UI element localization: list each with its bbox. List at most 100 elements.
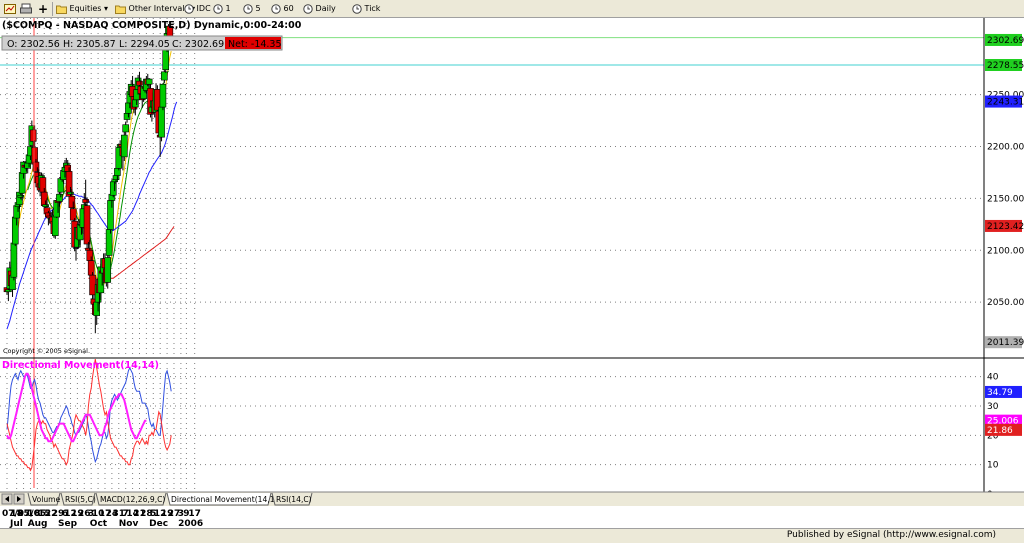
svg-text:RSI(5,C): RSI(5,C) (65, 495, 96, 504)
month-label: Aug (28, 519, 48, 528)
price-value-label: 2302.69 (985, 33, 1024, 46)
tab-directional-movement[interactable]: Directional Movement(14,14) (166, 492, 282, 506)
svg-text:21.86: 21.86 (987, 426, 1013, 436)
month-label: Jul (9, 519, 23, 528)
interval-button-5[interactable]: 5 (243, 2, 261, 16)
svg-text:2123.42: 2123.42 (987, 222, 1024, 232)
open-value: O: 2302.56 (7, 39, 60, 50)
date-tick-label: 1 (27, 509, 33, 519)
candles (3, 22, 175, 334)
candle (121, 128, 128, 162)
month-label: Sep (58, 519, 78, 528)
indicator-tick-label: 10 (987, 461, 999, 471)
chart-app-icon[interactable] (4, 2, 16, 16)
candle (109, 179, 117, 198)
candle (105, 229, 113, 258)
svg-text:2243.31: 2243.31 (987, 98, 1024, 108)
add-icon[interactable]: + (38, 2, 49, 16)
interval-button-60[interactable]: 60 (271, 2, 294, 16)
indicator-line-dm_minus (6, 359, 172, 472)
svg-text:2278.55: 2278.55 (987, 61, 1024, 71)
date-tick-label: 19 (71, 509, 84, 519)
indicator-value-label: 25.006 (985, 414, 1022, 427)
candle (104, 254, 112, 289)
svg-text:Volume: Volume (32, 495, 61, 504)
indicator-line-dm_plus (6, 366, 172, 464)
svg-text:MACD(12,26,9,C): MACD(12,26,9,C) (100, 495, 165, 504)
tab-strip: Volume RSI(5,C) MACD(12,26,9,C) Directional… (0, 491, 1024, 506)
date-tick-label: 26 (78, 509, 91, 519)
date-tick-label: 29 (52, 509, 65, 519)
candle (122, 121, 129, 136)
date-tick-label: 5 (150, 509, 156, 519)
month-label: 2006 (178, 519, 203, 528)
date-tick-label: 8 (34, 509, 40, 519)
price-tick-label: 2100.00 (987, 246, 1024, 256)
date-tick-label: 21 (133, 509, 146, 519)
month-label: Oct (90, 519, 108, 528)
dropdown-arrow-icon: ▾ (103, 4, 108, 13)
svg-text:2011.39: 2011.39 (987, 338, 1024, 348)
tabs: Volume RSI(5,C) MACD(12,26,9,C) Directional… (27, 492, 313, 506)
interval-button-1[interactable]: 1 (213, 2, 231, 16)
tab-scroll-right-icon[interactable] (13, 493, 25, 505)
date-tick-label: 12 (154, 509, 167, 519)
date-tick-label: 9 (183, 509, 189, 519)
interval-label: 60 (283, 4, 294, 13)
clock-icon (184, 3, 194, 14)
date-tick-label: 3 (88, 509, 94, 519)
candle (29, 126, 37, 149)
print-icon[interactable] (20, 2, 32, 16)
price-tick-label: 2200.00 (987, 143, 1024, 153)
date-tick-label: 7 (123, 509, 129, 519)
equities-menu[interactable]: Equities ▾ (56, 2, 108, 16)
interval-button-daily[interactable]: Daily (303, 2, 336, 16)
status-bar: Published by eSignal (http://www.esignal… (0, 528, 1024, 543)
date-tick-label: 14 (126, 509, 139, 519)
date-tick-label: 25 (17, 509, 30, 519)
indicator-lines (6, 359, 172, 472)
date-tick-label: 18 (10, 509, 23, 519)
toolbar: + Equities ▾ Other Intervals ▾ IDC 1 5 6… (0, 0, 1024, 18)
tab-macd[interactable]: MACD(12,26,9,C) (95, 492, 167, 506)
price-tick-label: 2150.00 (987, 194, 1024, 204)
clock-icon (352, 3, 362, 14)
date-tick-label: 27 (168, 509, 181, 519)
candle (83, 197, 91, 252)
indicator-tick-label: 30 (987, 402, 999, 412)
date-tick-label: 31 (113, 509, 126, 519)
clock-icon (303, 3, 313, 14)
tab-volume[interactable]: Volume (27, 492, 61, 506)
net-value: Net: -14.35 (228, 39, 282, 50)
interval-button-idc[interactable]: IDC (184, 2, 211, 16)
tab-scroll-left-icon[interactable] (1, 493, 13, 505)
equities-label: Equities (69, 4, 102, 13)
date-tick-label: 17 (188, 509, 201, 519)
price-axis: 2050.002100.002150.002200.002250.002302.… (985, 33, 1024, 349)
date-tick-label: 17 (99, 509, 112, 519)
price-panel: 2050.002100.002150.002200.002250.002302.… (0, 18, 1024, 488)
tab-rsi[interactable]: RSI(5,C) (60, 492, 96, 506)
interval-label: IDC (196, 4, 211, 13)
tab-rsi[interactable]: RSI(14,C) (271, 492, 313, 506)
svg-text:2302.69: 2302.69 (987, 36, 1024, 46)
chart-title: ($COMPQ - NASDAQ COMPOSITE,D) Dynamic,0:… (2, 20, 302, 31)
low-value: L: 2294.05 (119, 39, 170, 50)
indicator-title: Directional Movement(14,14) (2, 360, 159, 371)
clock-icon (271, 3, 281, 14)
folder-icon (56, 5, 67, 14)
interval-button-tick[interactable]: Tick (352, 2, 380, 16)
interval-label: Tick (364, 4, 381, 13)
chart-area: 2050.002100.002150.002200.002250.002302.… (0, 18, 1024, 528)
date-tick-label: 15 (38, 509, 51, 519)
price-tick-label: 2050.00 (987, 298, 1024, 308)
svg-text:25.006: 25.006 (987, 417, 1019, 427)
price-value-label: 2278.55 (985, 59, 1024, 72)
candle (159, 83, 167, 111)
date-tick-label: 6 (62, 509, 68, 519)
publisher-text: Published by eSignal (http://www.esignal… (786, 530, 996, 540)
clock-icon (243, 3, 253, 14)
indicator-tick-label: 40 (987, 373, 999, 383)
